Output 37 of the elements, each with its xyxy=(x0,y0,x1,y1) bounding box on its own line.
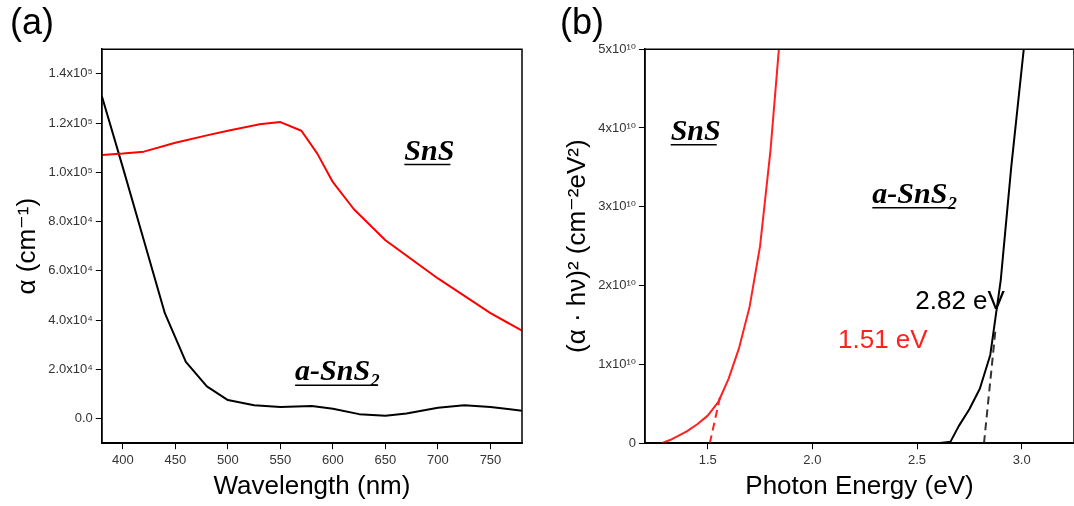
x-tick-label: 400 xyxy=(111,451,134,467)
x-axis-title: Wavelength (nm) xyxy=(213,469,411,500)
y-tick-label: 2.0x10⁴ xyxy=(48,360,93,376)
x-tick-label: 2.0 xyxy=(803,451,822,467)
y-tick-label: 0 xyxy=(628,434,636,450)
annotation: 1.51 eV xyxy=(838,323,929,354)
x-tick-label: 1.5 xyxy=(698,451,717,467)
y-tick-label: 1.2x10⁵ xyxy=(48,114,93,130)
y-tick-label: 1.4x10⁵ xyxy=(48,65,93,81)
y-tick-label: 8.0x10⁴ xyxy=(48,213,93,229)
x-tick-label: 750 xyxy=(479,451,502,467)
x-tick-label: 450 xyxy=(164,451,187,467)
y-tick-label: 0.0 xyxy=(74,410,93,426)
x-tick-label: 600 xyxy=(322,451,344,467)
series-label: SnS xyxy=(670,112,721,146)
y-tick-label: 2x10¹⁰ xyxy=(598,277,636,293)
y-tick-label: 4.0x10⁴ xyxy=(48,311,93,327)
y-tick-label: 6.0x10⁴ xyxy=(48,262,93,278)
chart-title: (b) xyxy=(560,0,604,42)
chart-title: (a) xyxy=(10,0,54,42)
y-tick-label: 1x10¹⁰ xyxy=(598,355,636,371)
x-axis-title: Photon Energy (eV) xyxy=(745,469,974,500)
y-tick-label: 5x10¹⁰ xyxy=(598,40,636,56)
text: SnS xyxy=(404,132,455,166)
y-tick-label: 3x10¹⁰ xyxy=(598,198,636,214)
x-tick-label: 500 xyxy=(217,451,239,467)
x-tick-label: 650 xyxy=(374,451,397,467)
y-tick-label: 1.0x10⁵ xyxy=(48,163,93,179)
x-tick-label: 700 xyxy=(427,451,449,467)
x-tick-label: 3.0 xyxy=(1012,451,1031,467)
y-axis-title: α (cm⁻¹) xyxy=(10,197,41,295)
x-tick-label: 2.5 xyxy=(907,451,927,467)
series-label: a-SnS₂ xyxy=(872,175,958,209)
x-tick-label: 550 xyxy=(269,451,292,467)
y-tick-label: 4x10¹⁰ xyxy=(598,119,636,135)
series-label: a-SnS₂ xyxy=(295,353,381,387)
y-axis-title: (α · hν)² (cm⁻²eV²) xyxy=(560,139,591,354)
